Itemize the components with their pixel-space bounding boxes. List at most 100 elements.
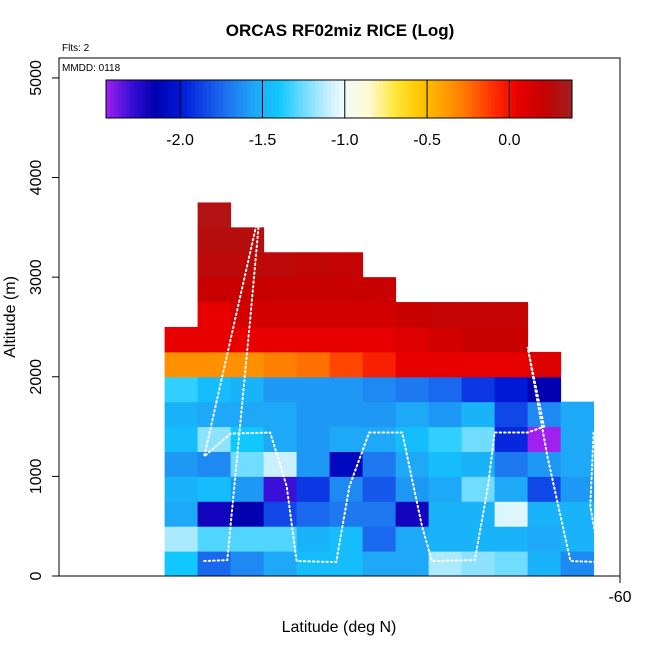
heatmap-cell — [560, 501, 595, 527]
colorbar-strip — [318, 80, 324, 118]
colorbar-strip — [467, 80, 472, 118]
colorbar-strip — [226, 80, 231, 118]
colorbar-strip — [355, 80, 360, 118]
y-tick-label: 3000 — [28, 259, 45, 295]
colorbar-strip — [539, 80, 545, 118]
colorbar-strip — [395, 80, 400, 118]
heatmap-cell — [164, 426, 199, 452]
heatmap-cell — [461, 501, 496, 527]
heatmap-cell — [362, 476, 397, 502]
heatmap-cell — [362, 302, 397, 328]
heatmap-cell — [197, 501, 232, 527]
colorbar-tick-label: -0.5 — [413, 132, 441, 149]
heatmap-cell — [296, 551, 331, 577]
colorbar-strip — [419, 80, 424, 118]
heatmap-cell — [296, 302, 331, 328]
heatmap-cell — [164, 451, 199, 477]
heatmap-cell — [263, 526, 298, 552]
heatmap-cell — [428, 526, 463, 552]
heatmap-cell — [560, 401, 595, 428]
heatmap-cell — [494, 401, 529, 428]
heatmap-cell — [362, 351, 397, 378]
y-tick-label: 4000 — [28, 160, 45, 196]
chart-title: ORCAS RF02miz RICE (Log) — [226, 21, 455, 40]
heatmap-cells — [164, 202, 595, 577]
colorbar-strip — [551, 80, 557, 118]
colorbar-strip — [294, 80, 300, 118]
colorbar-strip — [330, 80, 336, 118]
heatmap-cell — [329, 302, 364, 328]
x-axis: -60 — [608, 576, 632, 606]
heatmap-cell — [296, 351, 331, 378]
colorbar-strip — [238, 80, 243, 118]
colorbar-tick-label: -1.5 — [249, 132, 277, 149]
colorbar-strip — [491, 80, 497, 118]
heatmap-cell — [263, 326, 298, 353]
heatmap-cell — [494, 351, 529, 378]
colorbar-strip — [431, 80, 436, 118]
colorbar-strip — [399, 80, 404, 118]
heatmap-cell — [230, 426, 265, 452]
colorbar-strip — [391, 80, 396, 118]
heatmap-cell — [263, 501, 298, 527]
colorbar-strip — [118, 80, 123, 118]
heatmap-cell — [560, 551, 595, 577]
colorbar-strip — [258, 80, 264, 118]
heatmap-cell — [230, 476, 265, 502]
heatmap-cell — [329, 351, 364, 378]
y-axis-label: Altitude (m) — [2, 276, 19, 358]
colorbar-strip — [114, 80, 119, 118]
heatmap-cell — [329, 326, 364, 353]
heatmap-cell — [230, 227, 265, 253]
heatmap-cell — [395, 501, 430, 527]
colorbar-strip — [182, 80, 187, 118]
heatmap-cell — [362, 451, 397, 477]
heatmap-cell — [461, 551, 496, 577]
heatmap-cell — [362, 426, 397, 452]
heatmap-cell — [296, 252, 331, 278]
colorbar-strip — [282, 80, 288, 118]
heatmap-cell — [197, 302, 232, 328]
colorbar-strip — [559, 80, 565, 118]
heatmap-cell — [296, 476, 331, 502]
colorbar-strip — [531, 80, 537, 118]
heatmap-cell — [230, 351, 265, 378]
colorbar-strip — [206, 80, 211, 118]
heatmap-cell — [263, 302, 298, 328]
y-tick-label: 1000 — [28, 458, 45, 494]
colorbar-strip — [367, 80, 372, 118]
colorbar-strip — [242, 80, 248, 118]
colorbar-tick-label: -1.0 — [331, 132, 359, 149]
heatmap-cell — [494, 302, 529, 328]
colorbar-strip — [210, 80, 215, 118]
heatmap-cell — [329, 401, 364, 428]
heatmap-cell — [527, 501, 562, 527]
heatmap-cell — [296, 401, 331, 428]
colorbar: -2.0 -1.5 -1.0 -0.5 0.0 — [105, 79, 573, 149]
colorbar-strip — [487, 80, 493, 118]
heatmap-cell — [428, 476, 463, 502]
heatmap-cell — [428, 302, 463, 328]
colorbar-strip — [250, 80, 256, 118]
heatmap-cell — [197, 252, 232, 278]
heatmap-cell — [527, 451, 562, 477]
heatmap-cell — [329, 551, 364, 577]
colorbar-strip — [222, 80, 227, 118]
heatmap-cell — [395, 302, 430, 328]
heatmap-cell — [494, 476, 529, 502]
heatmap-cell — [263, 551, 298, 577]
colorbar-strip — [527, 80, 533, 118]
heatmap-cell — [461, 302, 496, 328]
colorbar-strip — [278, 80, 284, 118]
heatmap-cell — [461, 476, 496, 502]
colorbar-strip — [339, 80, 344, 118]
colorbar-strip — [555, 80, 561, 118]
heatmap-cell — [197, 326, 232, 353]
heatmap-cell — [263, 401, 298, 428]
heatmap-cell — [296, 326, 331, 353]
heatmap-cell — [428, 551, 463, 577]
heatmap-cell — [263, 252, 298, 278]
heatmap-cell — [263, 351, 298, 378]
colorbar-strip — [379, 80, 384, 118]
